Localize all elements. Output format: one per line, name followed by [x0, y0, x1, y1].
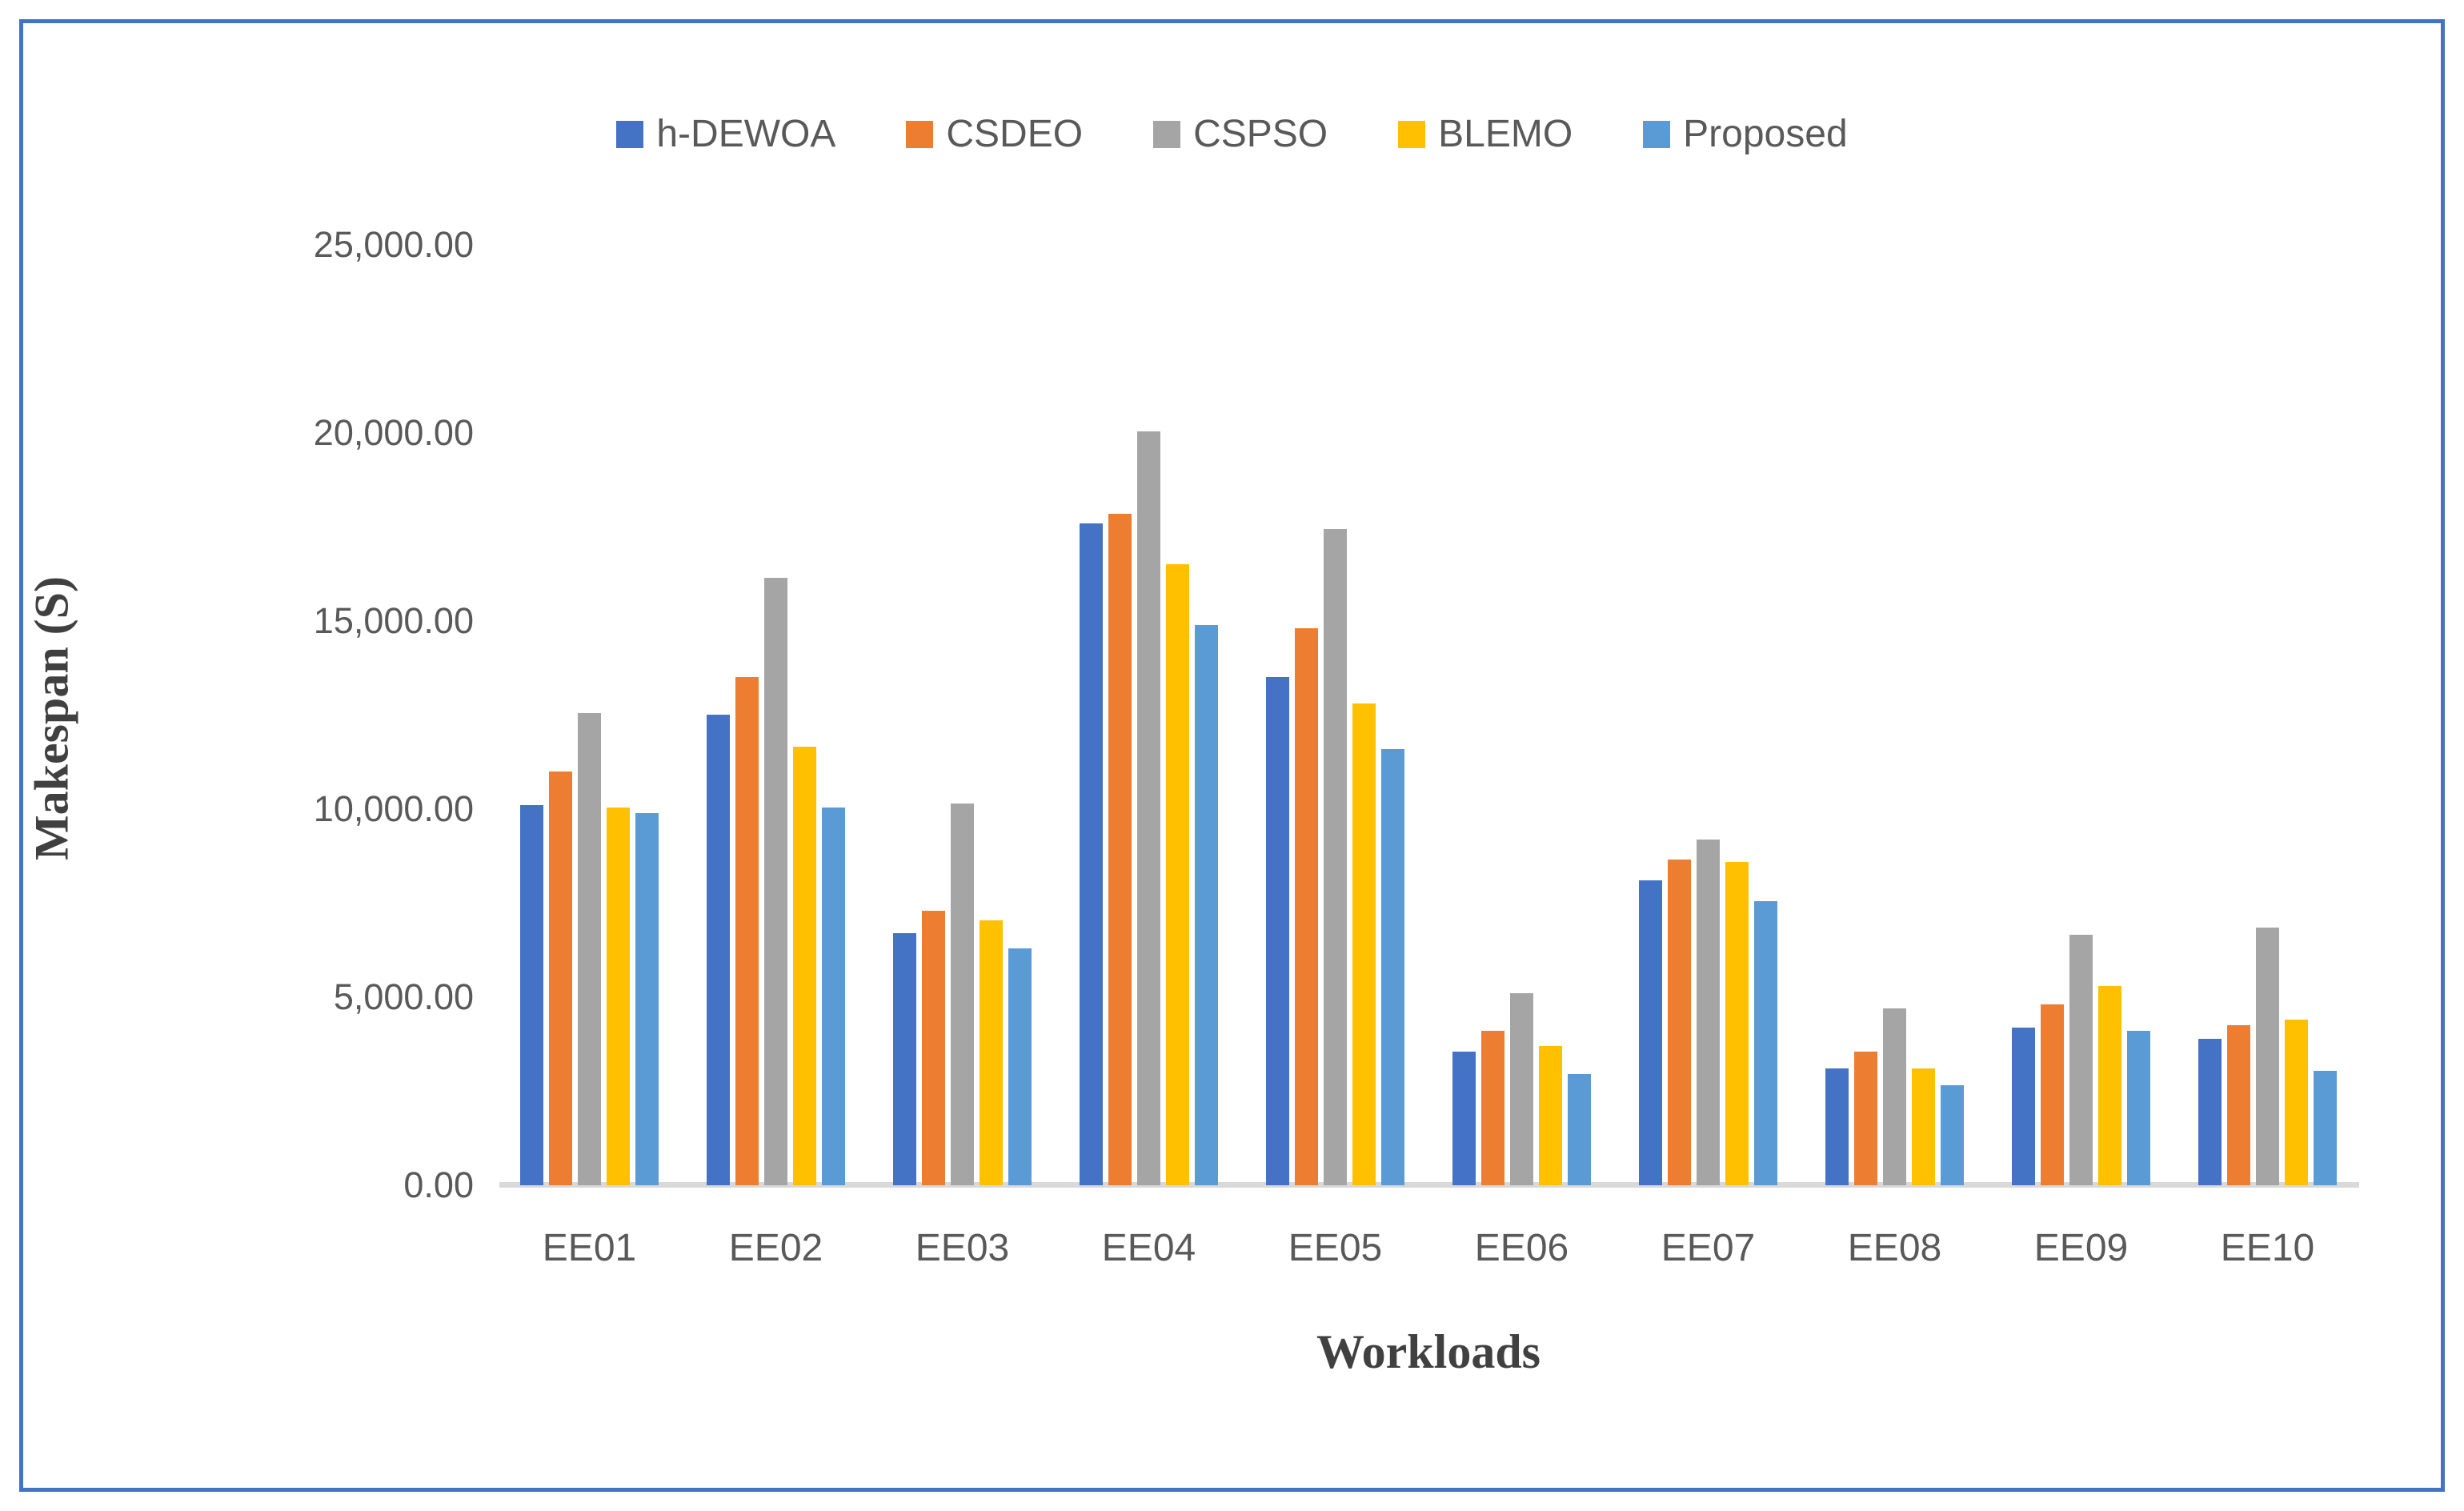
- bar-EE01-csdeo: [549, 772, 572, 1185]
- y-axis-tick-label: 0.00: [403, 1164, 474, 1205]
- bar-EE03-csdeo: [922, 911, 945, 1185]
- bar-EE10-csdeo: [2227, 1025, 2250, 1185]
- bar-EE04-h-dewoa: [1080, 523, 1103, 1185]
- category-label-EE07: EE07: [1661, 1227, 1756, 1269]
- bar-EE03-cspso: [951, 804, 974, 1185]
- bar-EE07-blemo: [1725, 862, 1749, 1185]
- bar-EE09-proposed: [2127, 1031, 2150, 1185]
- bar-EE07-proposed: [1754, 901, 1777, 1185]
- legend-swatch-icon: [906, 121, 934, 148]
- x-axis-title: Workloads: [1316, 1325, 1541, 1378]
- y-axis-tick-label: 20,000.00: [313, 412, 474, 453]
- y-axis-tick-label: 5,000.00: [333, 976, 474, 1017]
- legend-label: CSDEO: [946, 113, 1084, 155]
- chart-frame: [19, 19, 2445, 1492]
- category-label-EE02: EE02: [728, 1227, 823, 1269]
- legend-item-csdeo: CSDEO: [906, 115, 1083, 154]
- bar-EE03-proposed: [1008, 948, 1032, 1185]
- legend-swatch-icon: [1398, 121, 1426, 148]
- bar-EE01-blemo: [607, 808, 630, 1185]
- legend-label: CSPSO: [1193, 113, 1328, 155]
- bar-EE01-h-dewoa: [520, 805, 543, 1185]
- bar-EE08-cspso: [1883, 1008, 1906, 1185]
- bar-EE03-blemo: [980, 920, 1003, 1185]
- bar-EE04-proposed: [1195, 625, 1218, 1185]
- category-label-EE09: EE09: [2033, 1227, 2129, 1269]
- legend-swatch-icon: [1643, 121, 1671, 148]
- bar-EE08-blemo: [1912, 1068, 1935, 1185]
- y-axis-tick-label: 25,000.00: [313, 224, 474, 265]
- legend-swatch-icon: [1153, 121, 1181, 148]
- bar-EE09-blemo: [2098, 986, 2121, 1185]
- bar-EE02-proposed: [822, 808, 845, 1185]
- legend-label: h-DEWOA: [656, 113, 836, 155]
- bar-EE02-blemo: [793, 747, 816, 1185]
- bar-EE06-cspso: [1510, 993, 1533, 1185]
- plot-area: [496, 245, 2361, 1188]
- legend-swatch-icon: [616, 121, 644, 148]
- legend-label: BLEMO: [1438, 113, 1573, 155]
- bar-EE03-h-dewoa: [893, 933, 916, 1185]
- category-label-EE08: EE08: [1847, 1227, 1942, 1269]
- category-label-EE03: EE03: [915, 1227, 1010, 1269]
- bar-EE09-csdeo: [2041, 1004, 2064, 1185]
- bar-EE09-h-dewoa: [2012, 1028, 2035, 1185]
- bar-EE04-csdeo: [1108, 514, 1132, 1185]
- category-label-EE05: EE05: [1288, 1227, 1383, 1269]
- y-axis-tick-label: 15,000.00: [313, 600, 474, 641]
- bar-EE02-csdeo: [735, 677, 759, 1185]
- bar-EE09-cspso: [2069, 935, 2093, 1185]
- bar-EE06-proposed: [1568, 1074, 1591, 1185]
- legend-item-cspso: CSPSO: [1153, 115, 1328, 154]
- bar-EE08-csdeo: [1854, 1052, 1877, 1185]
- category-label-EE10: EE10: [2220, 1227, 2315, 1269]
- category-label-EE06: EE06: [1474, 1227, 1569, 1269]
- legend-item-blemo: BLEMO: [1398, 115, 1573, 154]
- bar-EE10-proposed: [2314, 1071, 2337, 1185]
- bar-EE06-h-dewoa: [1452, 1052, 1476, 1185]
- legend-item-h-dewoa: h-DEWOA: [616, 115, 835, 154]
- bar-EE06-csdeo: [1481, 1031, 1504, 1185]
- bar-EE05-cspso: [1324, 529, 1347, 1185]
- legend-item-proposed: Proposed: [1643, 113, 1848, 155]
- bar-EE04-blemo: [1166, 564, 1189, 1185]
- bar-EE05-blemo: [1352, 703, 1376, 1185]
- bar-EE10-cspso: [2256, 928, 2279, 1185]
- bar-EE01-proposed: [635, 813, 659, 1185]
- bar-EE08-proposed: [1941, 1085, 1964, 1185]
- bar-EE05-csdeo: [1295, 628, 1318, 1185]
- bar-EE10-blemo: [2285, 1020, 2308, 1185]
- bar-EE02-h-dewoa: [707, 715, 730, 1185]
- bar-EE06-blemo: [1539, 1046, 1562, 1185]
- bar-EE07-h-dewoa: [1639, 880, 1662, 1185]
- bar-EE10-h-dewoa: [2198, 1039, 2222, 1185]
- y-axis-title: Makespan (S): [25, 575, 78, 861]
- y-axis-tick-label: 10,000.00: [313, 788, 474, 829]
- legend: h-DEWOA CSDEO CSPSO BLEMO Proposed: [0, 110, 2464, 158]
- bar-EE01-cspso: [578, 713, 601, 1185]
- bar-EE05-h-dewoa: [1266, 677, 1289, 1185]
- category-label-EE04: EE04: [1101, 1227, 1196, 1269]
- x-axis-line: [499, 1182, 2359, 1188]
- bar-EE04-cspso: [1137, 431, 1160, 1185]
- bar-EE07-csdeo: [1668, 860, 1691, 1185]
- bar-EE05-proposed: [1381, 749, 1404, 1185]
- bar-EE02-cspso: [764, 578, 787, 1185]
- bar-EE08-h-dewoa: [1825, 1068, 1849, 1185]
- category-label-EE01: EE01: [542, 1227, 637, 1269]
- bar-EE07-cspso: [1697, 840, 1720, 1185]
- legend-label: Proposed: [1683, 113, 1848, 155]
